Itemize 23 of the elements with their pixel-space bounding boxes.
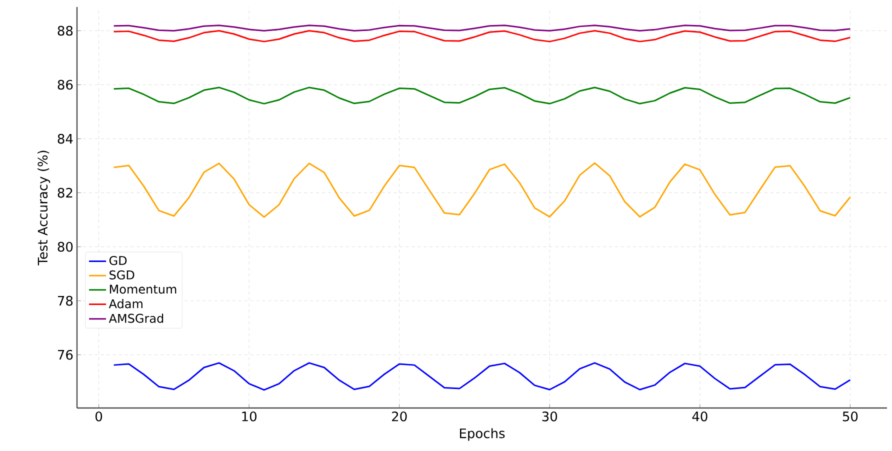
legend-label: AMSGrad	[108, 314, 164, 323]
y-tick-label: 86	[58, 80, 73, 90]
legend-label: Adam	[108, 298, 142, 308]
x-tick-label: 0	[96, 412, 102, 422]
y-tick-label: 78	[58, 296, 73, 306]
legend-label: SGD	[110, 270, 134, 280]
y-tick-label: 84	[58, 134, 73, 144]
y-axis-title: Test Accuracy (%)	[38, 150, 50, 266]
y-tick-label: 88	[58, 26, 73, 36]
y-tick-label: 80	[58, 242, 73, 252]
legend-label: Momentum	[110, 284, 176, 294]
x-tick-label: 50	[842, 412, 858, 422]
x-axis-title: Epochs	[460, 428, 505, 441]
legend-label: GD	[109, 256, 127, 266]
y-tick-label: 76	[58, 350, 73, 360]
x-tick-label: 20	[392, 412, 407, 422]
line-series	[113, 162, 851, 218]
line-series	[113, 30, 851, 42]
y-tick-label: 82	[58, 188, 72, 198]
x-tick-label: 30	[542, 412, 558, 422]
line-series	[113, 362, 851, 391]
x-tick-label: 40	[692, 412, 708, 422]
x-tick-label: 10	[242, 412, 256, 422]
